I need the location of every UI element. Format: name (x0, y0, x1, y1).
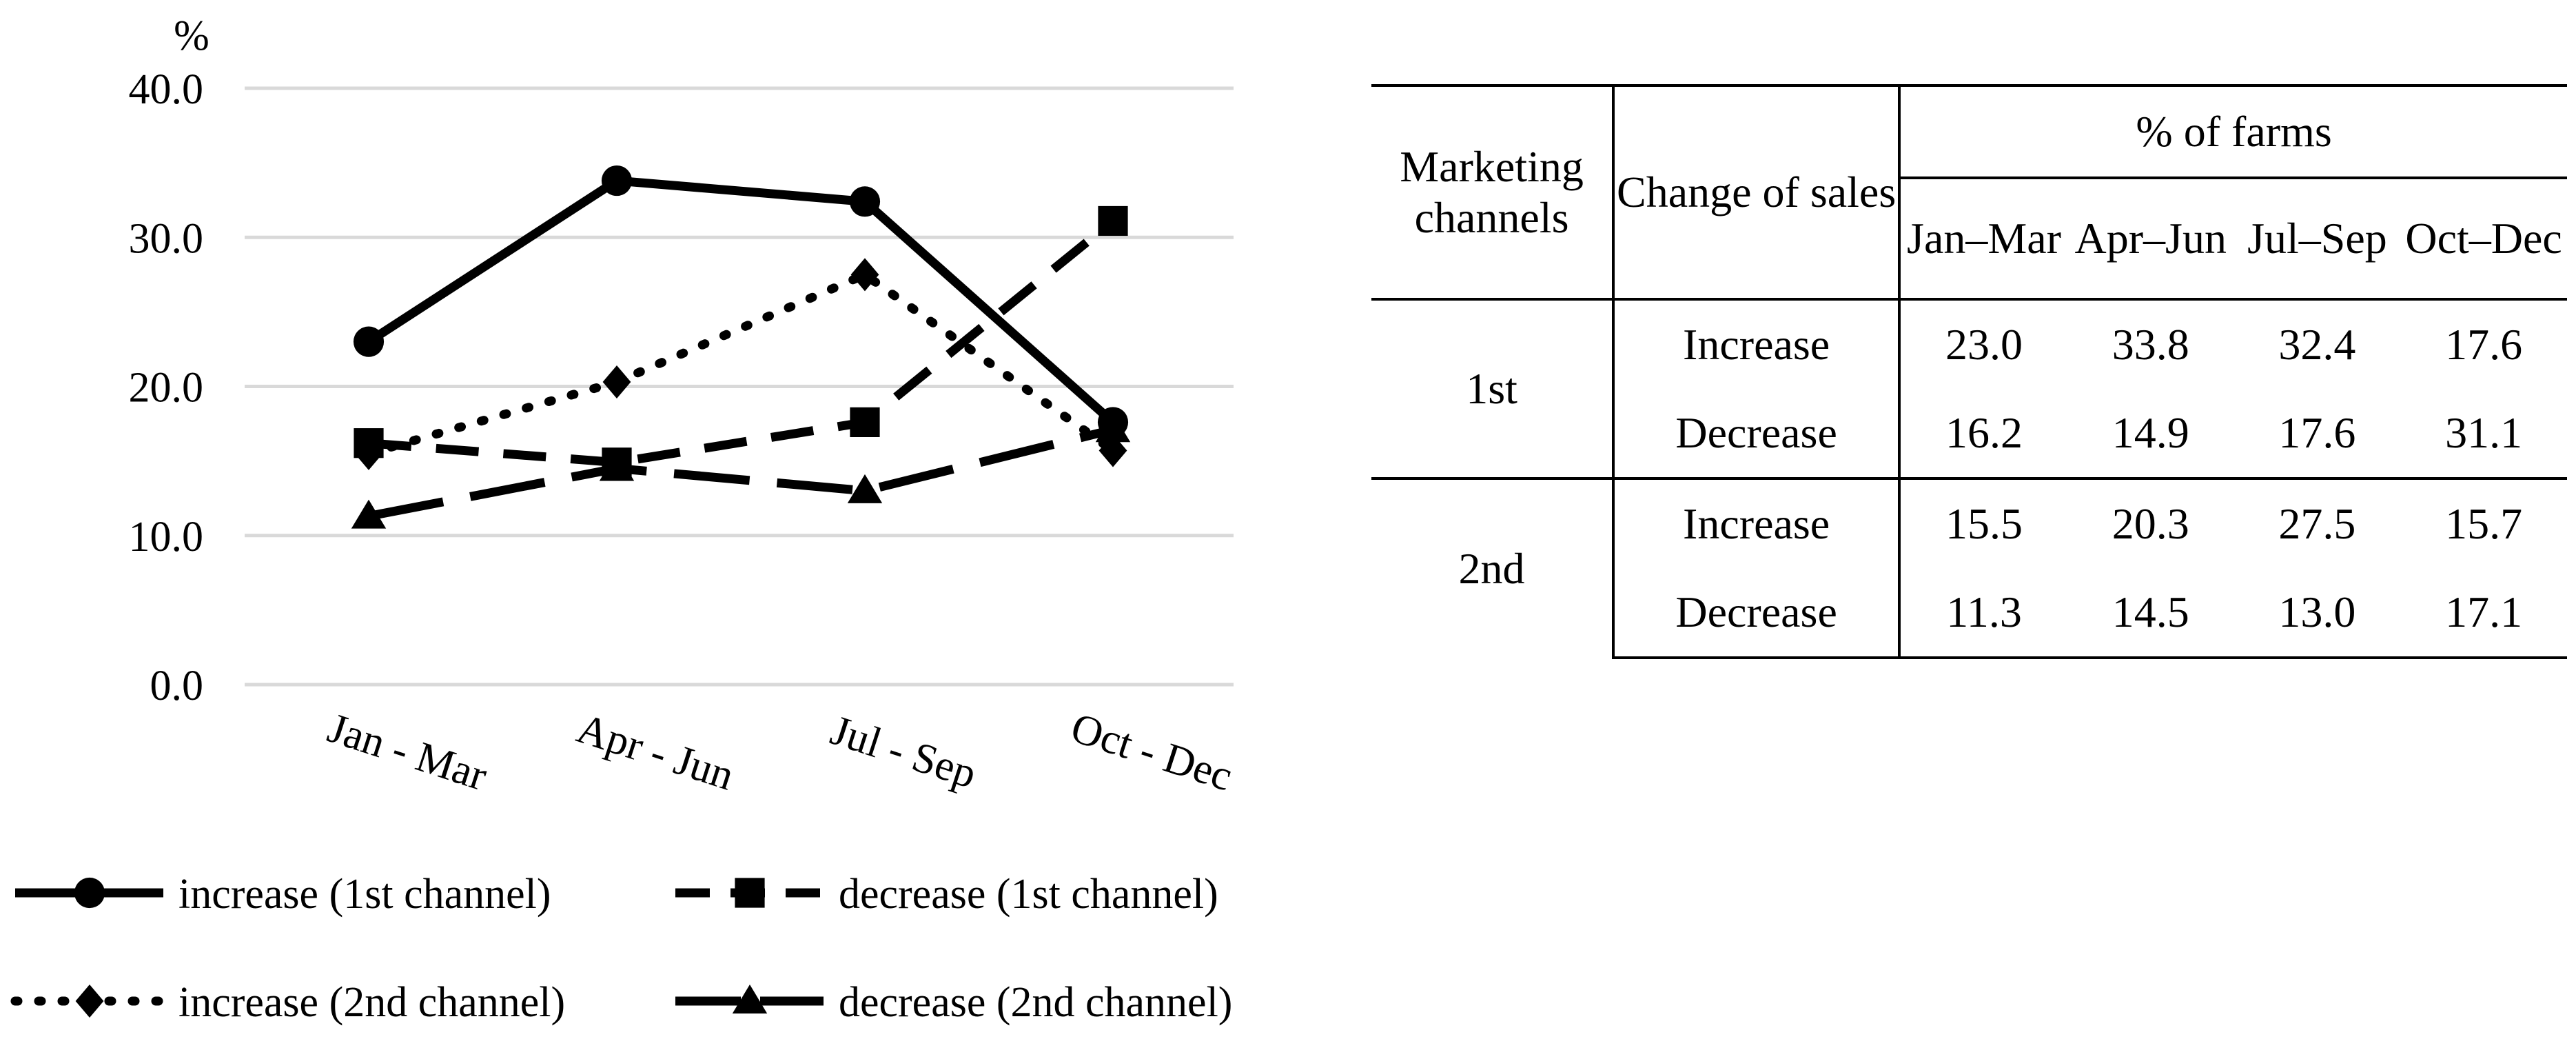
y-tick-label: 40.0 (129, 66, 204, 113)
marker-circle (74, 877, 105, 909)
change-cell: Increase (1613, 298, 1901, 389)
value-cell: 16.2 (1945, 408, 2023, 458)
marker-square (1098, 205, 1128, 236)
marker-diamond (1098, 434, 1127, 467)
y-tick-label: 0.0 (150, 663, 204, 709)
value-cell: 14.9 (2112, 408, 2189, 458)
table-row: Decrease 11.3 14.5 13.0 17.1 (1371, 568, 2567, 659)
x-tick-label: Apr - Jun (571, 705, 739, 799)
value-cell: 13.0 (2233, 568, 2401, 659)
legend-label: decrease (2nd channel) (839, 979, 1232, 1026)
marker-circle (601, 165, 633, 196)
table-row: Decrease 16.2 14.9 17.6 31.1 (1371, 389, 2567, 478)
series-lines (364, 176, 1118, 521)
x-tick-label: Jul - Sep (825, 707, 981, 798)
legend: increase (1st channel) decrease (1st chan… (10, 871, 1232, 1026)
value-cell: 27.5 (2233, 477, 2401, 568)
value-cell: 15.5 (1899, 477, 2067, 568)
header-quarter: Oct–Dec (2400, 176, 2567, 299)
value-cell: 17.1 (2400, 568, 2567, 659)
marker-triangle (599, 452, 635, 481)
channel-cell: 1st (1371, 298, 1615, 478)
marker-diamond (850, 258, 879, 292)
value-cell: 15.7 (2400, 477, 2567, 568)
header-change-of-sales: Change of sales (1613, 84, 1901, 299)
series-line-1 (366, 176, 1116, 426)
header-marketing-channels: Marketing channels (1371, 84, 1615, 299)
marker-triangle (847, 474, 883, 503)
legend-item: decrease (2nd channel) (675, 979, 1232, 1026)
change-cell: Decrease (1613, 568, 1901, 659)
change-cell: Increase (1613, 477, 1901, 568)
value-cell: 17.6 (2400, 298, 2567, 389)
legend-label: increase (2nd channel) (178, 979, 565, 1026)
marker-circle (353, 326, 385, 357)
y-tick-label: 20.0 (129, 365, 204, 412)
header-quarter: Apr–Jun (2067, 176, 2234, 299)
value-cell: 20.3 (2067, 477, 2234, 568)
value-cell: 33.8 (2067, 298, 2234, 389)
line-chart: % 0.0 10.0 20.0 30.0 40.0 Jan - Mar Apr - Jun… (10, 12, 1238, 1026)
header-quarter: Jul–Sep (2233, 176, 2401, 299)
marker-triangle (732, 985, 768, 1013)
marker-triangle (351, 499, 387, 529)
value-cell: 31.1 (2445, 408, 2523, 458)
legend-item: decrease (1st channel) (675, 871, 1218, 918)
y-tick-label: 30.0 (129, 215, 204, 262)
marker-diamond (75, 985, 104, 1018)
y-tick-labels: 0.0 10.0 20.0 30.0 40.0 (129, 66, 204, 709)
x-tick-label: Jan - Mar (323, 705, 493, 800)
legend-item: increase (2nd channel) (10, 979, 565, 1026)
gridlines (245, 86, 1234, 687)
marker-square (850, 407, 880, 437)
series-line-2 (368, 217, 1116, 467)
marker-diamond (354, 436, 383, 470)
x-tick-label: Oct - Dec (1065, 704, 1238, 800)
marker-diamond (602, 365, 631, 399)
x-tick-labels: Jan - Mar Apr - Jun Jul - Sep Oct - Dec (323, 704, 1238, 800)
y-tick-label: 10.0 (129, 514, 204, 561)
table-row: 2nd Increase 15.5 20.3 27.5 15.7 (1371, 477, 2567, 658)
legend-label: increase (1st channel) (178, 871, 551, 918)
series-markers (351, 165, 1131, 529)
marker-square (735, 878, 765, 908)
table-row: 1st Increase 23.0 33.8 32.4 17.6 (1371, 298, 2567, 478)
legend-label: decrease (1st channel) (839, 871, 1218, 918)
value-cell: 32.4 (2233, 298, 2401, 389)
legend-item: increase (1st channel) (15, 871, 551, 918)
data-table: Marketing channels Change of sales % of … (1371, 84, 2567, 659)
value-cell: 17.6 (2278, 408, 2356, 458)
marker-circle (849, 186, 881, 217)
marker-triangle (1095, 413, 1131, 443)
change-cell: Decrease (1613, 389, 1901, 478)
value-cell: 23.0 (1899, 298, 2067, 389)
y-axis-label: % (174, 12, 209, 59)
series-line-4 (367, 425, 1114, 521)
value-cell: 11.3 (1899, 568, 2067, 659)
series-line-3 (364, 270, 1118, 458)
channel-cell: 2nd (1371, 477, 1615, 658)
header-percent-of-farms: % of farms (1899, 84, 2567, 178)
header-quarter: Jan–Mar (1899, 176, 2067, 299)
value-cell: 14.5 (2067, 568, 2234, 659)
